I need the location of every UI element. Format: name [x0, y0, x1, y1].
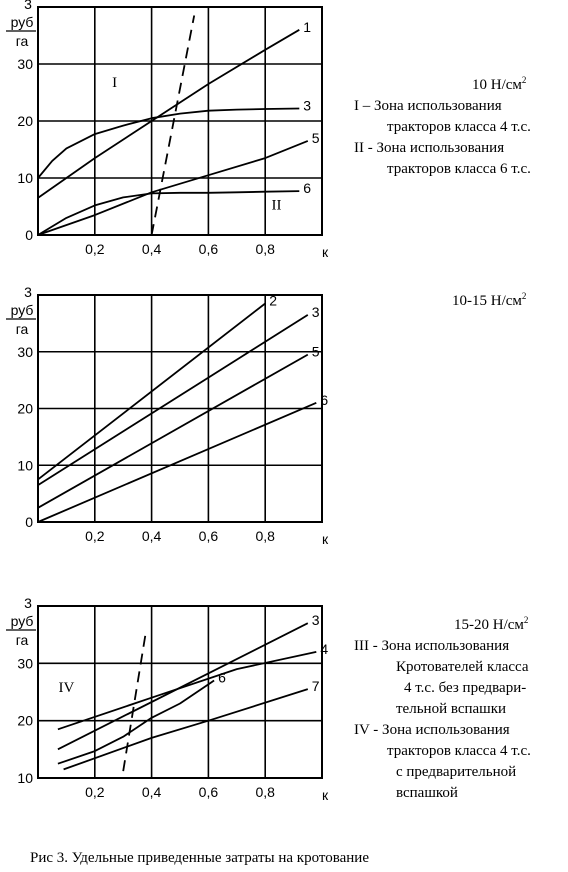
zone-boundary-dashed-line: [150, 15, 196, 236]
curve-label-2: 2: [269, 293, 277, 309]
y-tick-label: 0: [25, 514, 33, 530]
x-tick-label: 0,2: [85, 241, 105, 257]
curve-label-6: 6: [303, 180, 311, 196]
pressure-label-1: 10 Н/см2: [472, 75, 527, 93]
curve-label-3: 3: [312, 612, 320, 628]
curve-2: [37, 302, 266, 481]
y-tick-label: 20: [17, 113, 33, 129]
x-axis-label: к: [322, 244, 329, 260]
curve-label-5: 5: [312, 344, 320, 360]
curve-5: [37, 353, 309, 509]
x-axis-label: к: [322, 787, 329, 803]
y-axis-label-numerator: руб: [11, 14, 34, 30]
y-axis-label-denominator: га: [16, 33, 29, 49]
plot-frame: [37, 6, 323, 236]
y-tick-label: 10: [17, 457, 33, 473]
figure-caption: Рис 3. Удельные приведенные затраты на к…: [30, 850, 369, 866]
x-tick-label: 0,6: [199, 241, 219, 257]
zone-description-II: II - Зона использования: [354, 140, 505, 156]
zone-description-III-cont: Кротователей класса: [396, 659, 529, 675]
y-axis-label-denominator: га: [16, 632, 29, 648]
chart-2-legend: 10-15 Н/см2: [452, 286, 526, 312]
x-tick-label: 0,6: [199, 784, 219, 800]
y-tick-label: 20: [17, 401, 33, 417]
curve-6: [37, 401, 317, 523]
x-tick-label: 0,4: [142, 784, 162, 800]
curve-label-4: 4: [320, 641, 328, 657]
y-tick-label: 30: [17, 655, 33, 671]
x-tick-label: 0,2: [85, 784, 105, 800]
curve-1: [37, 29, 300, 199]
zone-boundary-dashed-line: [122, 631, 147, 772]
curve-3: [57, 622, 309, 751]
y-axis-label-denominator: га: [16, 321, 29, 337]
y-axis-label-exponent: 3: [24, 0, 32, 12]
curve-label-5: 5: [312, 130, 320, 146]
curve-label-6: 6: [320, 392, 328, 408]
zone-description-III: III - Зона использования: [354, 638, 510, 654]
zone-description-I: I – Зона использования: [354, 98, 502, 114]
curve-3: [37, 107, 300, 179]
y-tick-label: 20: [17, 713, 33, 729]
y-tick-label: 0: [25, 227, 33, 243]
pressure-label-2: 10-15 Н/см2: [452, 291, 527, 309]
x-tick-label: 0,8: [255, 241, 275, 257]
x-tick-label: 0,8: [255, 528, 275, 544]
plot-frame: [37, 294, 323, 523]
curve-4: [57, 651, 317, 731]
curve-label-1: 1: [303, 19, 311, 35]
x-tick-label: 0,4: [142, 241, 162, 257]
curve-label-6: 6: [218, 670, 226, 686]
x-tick-label: 0,2: [85, 528, 105, 544]
zone-description-IV-cont3: вспашкой: [396, 785, 458, 801]
curve-3: [37, 314, 309, 486]
y-axis-label-exponent: 3: [24, 595, 32, 611]
chart-1-legend: 10 Н/см2 I – Зона использования тракторо…: [354, 70, 564, 180]
zone-description-III-cont2: 4 т.с. без предвари-: [404, 680, 527, 696]
curve-5: [37, 140, 309, 236]
x-tick-label: 0,4: [142, 528, 162, 544]
x-tick-label: 0,8: [255, 784, 275, 800]
curve-7: [63, 688, 309, 771]
curve-6: [37, 190, 300, 236]
y-tick-label: 30: [17, 56, 33, 72]
plot-frame: [37, 605, 323, 779]
curve-label-3: 3: [303, 97, 311, 113]
chart-2: 0 10 20 30 0,2 0,4 0,6 0,8 к 3 руб га 2 3 5 6: [6, 284, 329, 547]
curve-label-3: 3: [312, 304, 320, 320]
y-axis-label-numerator: руб: [11, 613, 34, 629]
chart-3-legend: 15-20 Н/см2 III - Зона использования Кро…: [354, 610, 568, 804]
y-tick-label: 10: [17, 170, 33, 186]
y-tick-label: 30: [17, 344, 33, 360]
curve-label-7: 7: [312, 678, 320, 694]
zone-mark-II: II: [272, 197, 282, 213]
curve-6: [57, 679, 215, 765]
x-tick-label: 0,6: [199, 528, 219, 544]
zone-description-IV: IV - Зона использования: [354, 722, 510, 738]
zone-description-II-cont: тракторов класса 6 т.с.: [387, 161, 531, 177]
x-axis-label: к: [322, 531, 329, 547]
y-axis-label-exponent: 3: [24, 284, 32, 300]
zone-mark-I: I: [112, 75, 117, 91]
zone-description-IV-cont: тракторов класса 4 т.с.: [387, 743, 531, 759]
y-tick-label: 10: [17, 770, 33, 786]
zone-description-III-cont3: тельной вспашки: [396, 701, 507, 717]
zone-description-IV-cont2: с предварительной: [396, 764, 517, 780]
pressure-label-3: 15-20 Н/см2: [454, 615, 529, 633]
zone-mark-IV: IV: [58, 680, 74, 696]
zone-description-I-cont: тракторов класса 4 т.с.: [387, 119, 531, 135]
y-axis-label-numerator: руб: [11, 302, 34, 318]
